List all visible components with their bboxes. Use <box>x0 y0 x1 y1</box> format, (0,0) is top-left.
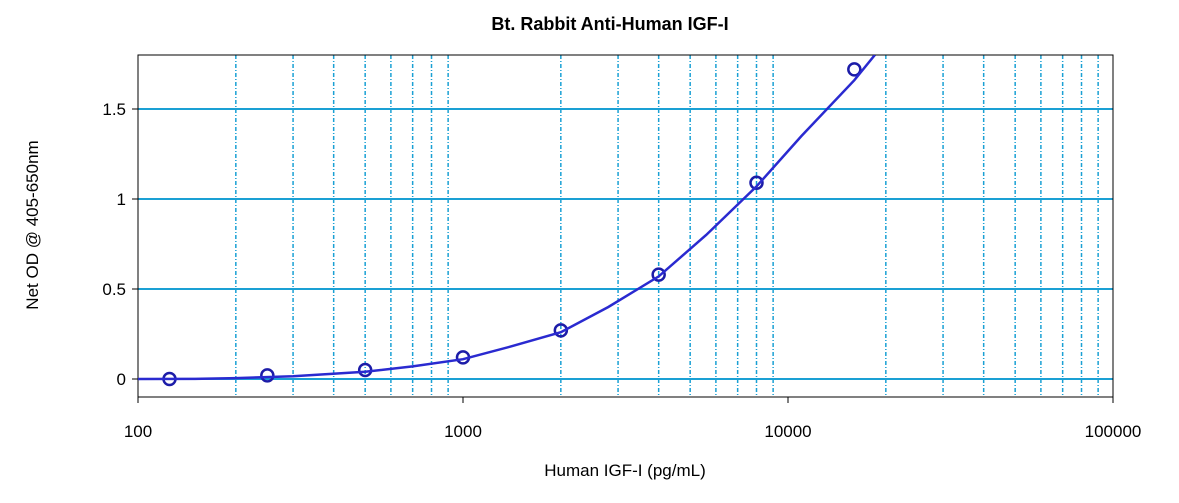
y-tick-label: 1.5 <box>102 100 126 119</box>
y-axis-label: Net OD @ 405-650nm <box>23 140 42 309</box>
x-tick-label: 100 <box>124 422 152 441</box>
data-point <box>260 368 275 383</box>
data-point <box>749 175 764 191</box>
y-tick-label: 0 <box>117 370 126 389</box>
fit-curve <box>138 55 876 381</box>
data-point <box>847 62 862 77</box>
x-axis-label: Human IGF-I (pg/mL) <box>544 461 706 480</box>
x-tick-label: 1000 <box>444 422 482 441</box>
y-tick-label: 0.5 <box>102 280 126 299</box>
y-tick-label: 1 <box>117 190 126 209</box>
data-point <box>651 267 666 282</box>
x-tick-label: 10000 <box>764 422 811 441</box>
plot-frame <box>137 54 1114 398</box>
x-tick-label: 100000 <box>1085 422 1142 441</box>
chart-title: Bt. Rabbit Anti-Human IGF-I <box>491 14 728 34</box>
